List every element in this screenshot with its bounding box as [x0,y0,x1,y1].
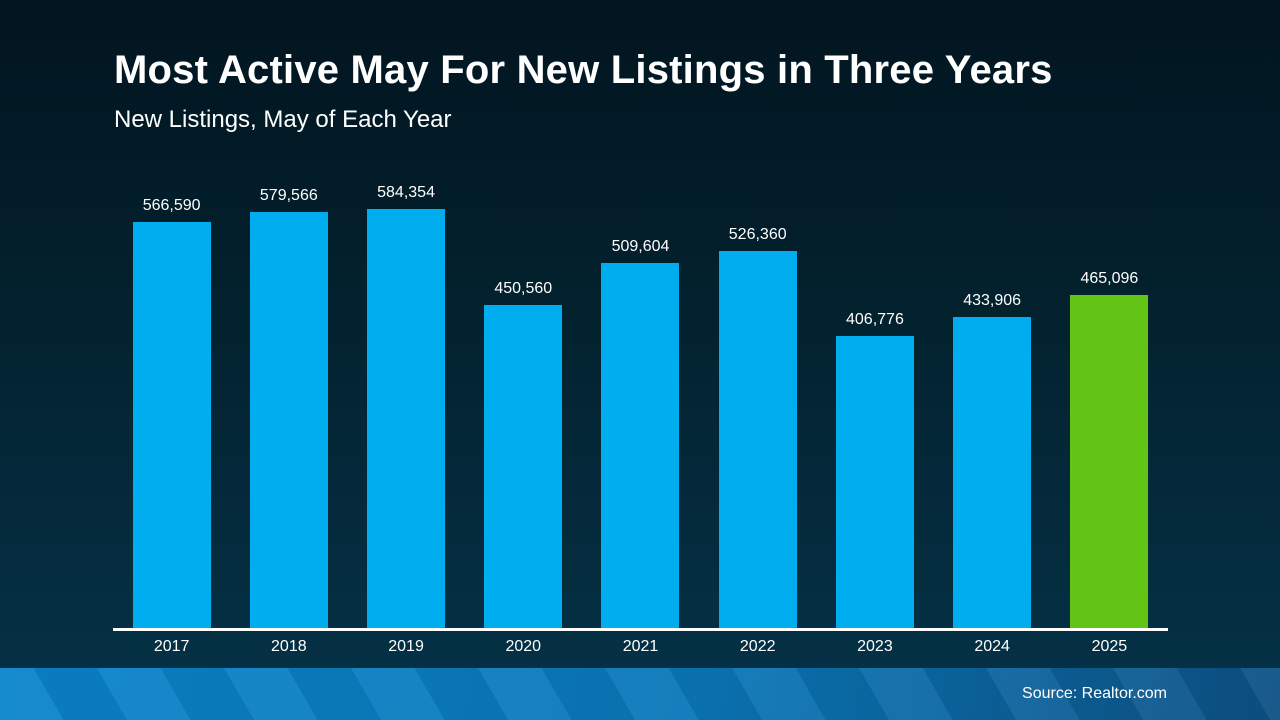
bar-2023 [835,336,914,628]
bar-value-label-2023: 406,776 [846,311,904,328]
bar-2024 [953,317,1032,628]
bar-group-2023: 406,776 [816,311,933,628]
bar-value-label-2018: 579,566 [259,187,318,204]
bar-2021 [601,263,680,628]
bar-2017 [132,222,211,628]
x-axis-label-2017: 2017 [153,638,190,655]
bars-container: 566,590 579,566 584,354 450,560 509,604 526,3… [113,168,1168,628]
x-axis-label-2018: 2018 [271,638,307,655]
bar-2019 [367,209,446,628]
bar-2025 [1070,295,1149,628]
bar-2022 [718,251,797,628]
x-axis-label-2024: 2024 [974,638,1010,655]
x-axis-label-2025: 2025 [1091,638,1128,655]
bar-group-2017: 566,590 [113,197,230,628]
x-axis-label-2020: 2020 [505,638,542,655]
bar-group-2024: 433,906 [934,292,1051,628]
x-axis-label-2021: 2021 [622,638,659,655]
x-axis-labels: 2017 2018 2019 2020 2021 2022 2023 2024 2025 [113,638,1168,656]
bar-2018 [249,212,328,628]
bar-group-2022: 526,360 [699,226,816,628]
x-axis-label-2023: 2023 [857,638,893,655]
bar-group-2020: 450,560 [465,280,582,628]
x-axis-line [113,628,1168,631]
bar-group-2025: 465,096 [1051,270,1168,628]
source-label: Source: Realtor.com [1022,685,1167,702]
bar-value-label-2019: 584,354 [377,184,435,201]
bar-group-2019: 584,354 [347,184,464,628]
footer-bar: Source: Realtor.com [0,668,1280,720]
x-axis-label-2022: 2022 [739,638,776,655]
bar-value-label-2017: 566,590 [142,197,201,214]
bar-chart: 566,590 579,566 584,354 450,560 509,604 526,3… [113,0,1168,720]
x-axis-label-2019: 2019 [388,638,424,655]
bar-group-2021: 509,604 [582,238,699,628]
bar-value-label-2022: 526,360 [728,226,787,243]
bar-value-label-2020: 450,560 [494,280,553,297]
bar-value-label-2025: 465,096 [1080,270,1139,287]
chart-subtitle: New Listings, May of Each Year [114,106,452,133]
bar-value-label-2024: 433,906 [963,292,1022,309]
bar-group-2018: 579,566 [230,187,347,628]
bar-value-label-2021: 509,604 [611,238,670,255]
bar-2020 [484,305,563,628]
chart-title: Most Active May For New Listings in Thre… [114,48,1053,92]
